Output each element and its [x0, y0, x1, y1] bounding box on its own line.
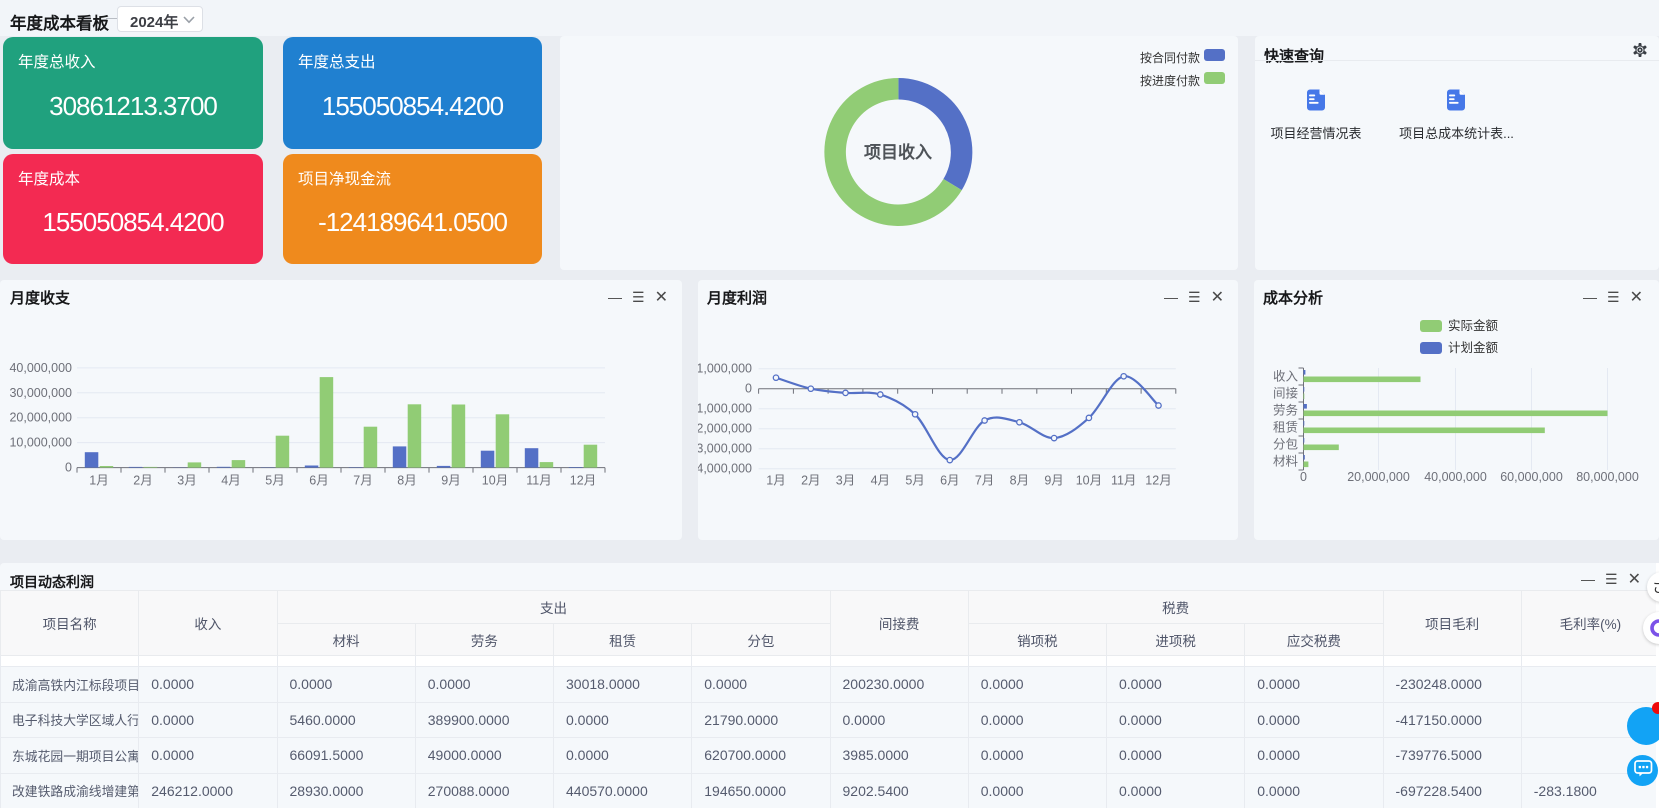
svg-text:10,000,000: 10,000,000: [9, 436, 72, 450]
svg-text:11月: 11月: [526, 474, 551, 488]
svg-text:1月: 1月: [89, 474, 108, 488]
svg-text:9月: 9月: [1044, 474, 1063, 488]
svg-text:5月: 5月: [265, 474, 284, 488]
svg-text:-1,000,000: -1,000,000: [698, 402, 752, 416]
svg-text:1,000,000: 1,000,000: [698, 362, 752, 376]
svg-text:-2,000,000: -2,000,000: [698, 422, 752, 436]
svg-text:1月: 1月: [766, 474, 785, 488]
svg-text:80,000,000: 80,000,000: [1576, 470, 1639, 484]
svg-text:30,000,000: 30,000,000: [9, 386, 72, 400]
svg-text:7月: 7月: [975, 474, 994, 488]
svg-text:40,000,000: 40,000,000: [1424, 470, 1487, 484]
svg-text:收入: 收入: [1273, 370, 1299, 384]
svg-text:5月: 5月: [905, 474, 924, 488]
svg-text:-3,000,000: -3,000,000: [698, 442, 752, 456]
svg-text:12月: 12月: [1145, 474, 1171, 488]
svg-text:4月: 4月: [871, 474, 890, 488]
svg-text:60,000,000: 60,000,000: [1500, 470, 1563, 484]
svg-text:0: 0: [65, 461, 72, 475]
svg-text:材料: 材料: [1273, 455, 1299, 469]
svg-text:12月: 12月: [570, 474, 596, 488]
svg-text:20,000,000: 20,000,000: [9, 411, 72, 425]
svg-text:-4,000,000: -4,000,000: [698, 462, 752, 476]
svg-text:劳务: 劳务: [1273, 403, 1298, 418]
svg-text:0: 0: [745, 382, 752, 396]
svg-text:20,000,000: 20,000,000: [1347, 470, 1410, 484]
svg-text:分包: 分包: [1273, 438, 1298, 452]
svg-text:计划金额: 计划金额: [1448, 340, 1499, 355]
svg-text:8月: 8月: [1010, 474, 1029, 488]
svg-text:3月: 3月: [836, 474, 855, 488]
svg-text:2月: 2月: [801, 474, 820, 488]
svg-text:6月: 6月: [309, 474, 328, 488]
svg-text:间接: 间接: [1273, 386, 1299, 401]
svg-text:项目收入: 项目收入: [864, 142, 932, 162]
svg-text:3月: 3月: [177, 474, 196, 488]
svg-text:0: 0: [1300, 470, 1307, 484]
svg-text:实际金额: 实际金额: [1448, 318, 1499, 333]
svg-text:租赁: 租赁: [1273, 421, 1298, 435]
svg-text:9月: 9月: [441, 474, 460, 488]
svg-text:10月: 10月: [1076, 474, 1102, 488]
svg-text:2月: 2月: [133, 474, 152, 488]
svg-text:4月: 4月: [221, 474, 240, 488]
svg-text:7月: 7月: [353, 474, 372, 488]
svg-text:6月: 6月: [940, 474, 959, 488]
svg-text:40,000,000: 40,000,000: [9, 361, 72, 375]
svg-text:8月: 8月: [397, 474, 416, 488]
svg-text:10月: 10月: [482, 474, 508, 488]
svg-text:11月: 11月: [1111, 474, 1136, 488]
